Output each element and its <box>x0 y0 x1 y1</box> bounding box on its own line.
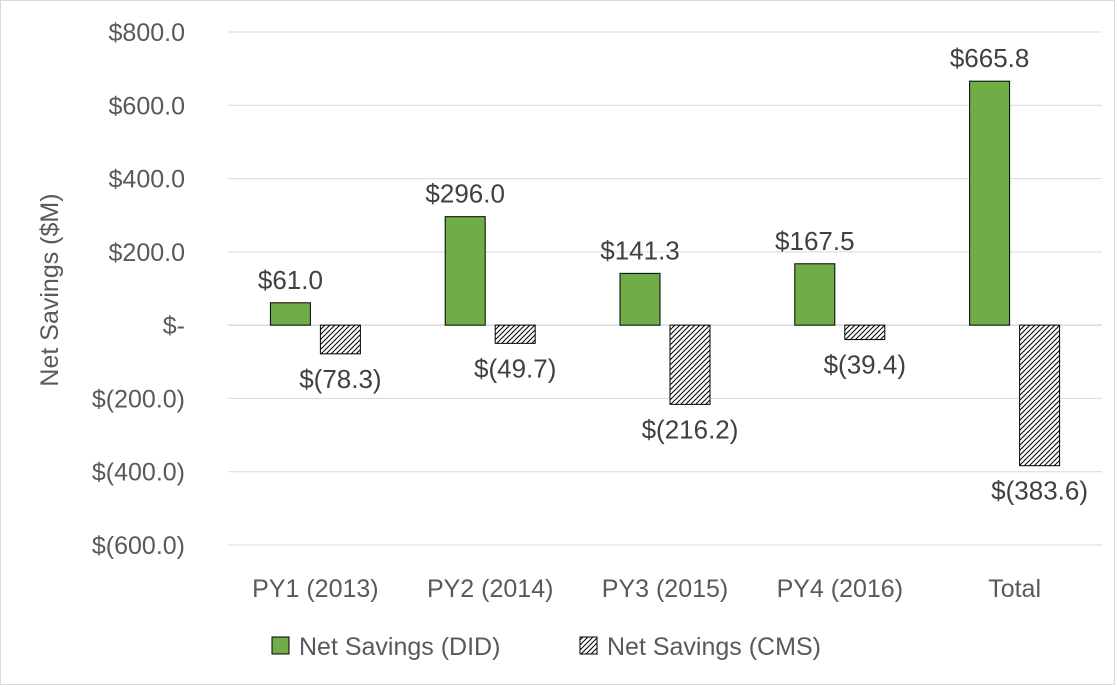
y-tick-label: $600.0 <box>109 92 185 120</box>
legend-swatch-did <box>271 636 290 655</box>
y-tick-label: $(400.0) <box>92 459 185 487</box>
bar-cms <box>494 324 536 344</box>
x-category-label: PY1 (2013) <box>252 575 378 603</box>
data-label-did: $167.5 <box>775 226 855 256</box>
data-label-did: $665.8 <box>950 43 1030 73</box>
legend-label-did: Net Savings (DID) <box>299 633 500 661</box>
x-category-label: PY4 (2016) <box>777 575 903 603</box>
y-axis-label: Net Savings ($M) <box>36 193 64 386</box>
bar-did <box>969 80 1011 326</box>
legend-swatch-cms <box>579 636 598 655</box>
y-tick-label: $400.0 <box>109 166 185 194</box>
data-label-did: $141.3 <box>600 235 680 265</box>
y-axis-ticks: $800.0 $600.0 $400.0 $200.0 $- $(200.0) $(400.… <box>92 19 185 560</box>
legend-label-cms: Net Savings (CMS) <box>607 633 821 661</box>
data-labels: $61.0 $(78.3) $296.0 $(49.7) $141.3 $(216.2) $… <box>258 43 1088 506</box>
data-label-cms: $(383.6) <box>991 476 1088 506</box>
y-tick-label: $(200.0) <box>92 385 185 413</box>
data-label-cms: $(78.3) <box>299 364 381 394</box>
y-tick-label: $800.0 <box>109 19 185 47</box>
bar-cms <box>669 324 711 405</box>
gridlines <box>228 31 1102 546</box>
bar-did <box>269 302 311 326</box>
bar-did <box>444 216 486 326</box>
data-label-cms: $(39.4) <box>824 350 906 380</box>
data-label-cms: $(49.7) <box>474 353 556 383</box>
data-label-cms: $(216.2) <box>642 414 739 444</box>
bar-cms <box>319 324 361 355</box>
y-tick-label: $- <box>163 312 185 340</box>
bar-cms <box>1019 324 1061 467</box>
data-label-did: $61.0 <box>258 265 323 295</box>
x-category-label: PY2 (2014) <box>427 575 553 603</box>
bar-did <box>794 263 836 326</box>
x-category-label: PY3 (2015) <box>602 575 728 603</box>
legend: Net Savings (DID) Net Savings (CMS) <box>271 633 821 661</box>
x-axis-categories: PY1 (2013) PY2 (2014) PY3 (2015) PY4 (2016)… <box>252 575 1041 603</box>
bar-cms <box>844 324 886 341</box>
data-label-did: $296.0 <box>425 179 505 209</box>
y-tick-label: $200.0 <box>109 239 185 267</box>
bar-did <box>619 272 661 326</box>
x-category-label: Total <box>988 575 1041 603</box>
bars <box>269 80 1061 467</box>
y-tick-label: $(600.0) <box>92 532 185 560</box>
